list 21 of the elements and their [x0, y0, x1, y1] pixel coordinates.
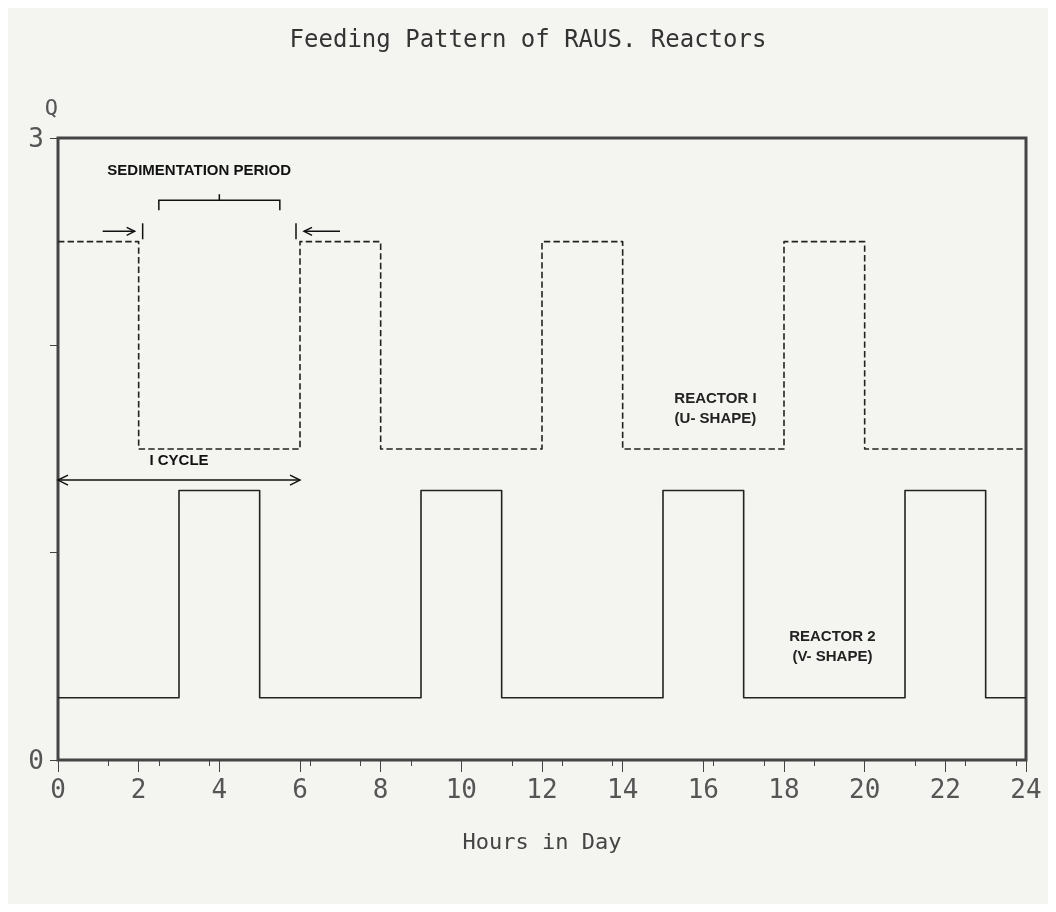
x-tick-label: 0 — [50, 774, 66, 804]
x-tick-label: 8 — [372, 774, 389, 804]
x-tick-label: 20 — [849, 774, 881, 804]
x-tick-label: 24 — [1010, 774, 1042, 804]
x-tick-label: 14 — [607, 774, 639, 804]
x-tick-label: 16 — [687, 774, 719, 804]
annotation: I CYCLE — [149, 450, 209, 468]
x-tick-label: 10 — [445, 774, 477, 804]
x-tick-label: 2 — [130, 774, 147, 804]
annotation: SEDIMENTATION PERIOD — [107, 160, 292, 178]
x-tick-label: 6 — [292, 774, 308, 804]
chart-title: Feeding Pattern of RAUS. Reactors — [289, 25, 767, 53]
y-axis-title: Q — [44, 94, 58, 120]
x-axis-title: Hours in Day — [462, 828, 622, 854]
series-label: REACTOR 2 (V- SHAPE) — [789, 627, 876, 665]
x-tick-label: 4 — [211, 774, 228, 804]
series-label: REACTOR I (U- SHAPE) — [674, 389, 757, 427]
x-tick-label: 12 — [526, 774, 558, 804]
x-tick-label: 18 — [768, 774, 800, 804]
y-tick-label: 3 — [28, 123, 44, 153]
x-tick-label: 22 — [929, 774, 961, 804]
